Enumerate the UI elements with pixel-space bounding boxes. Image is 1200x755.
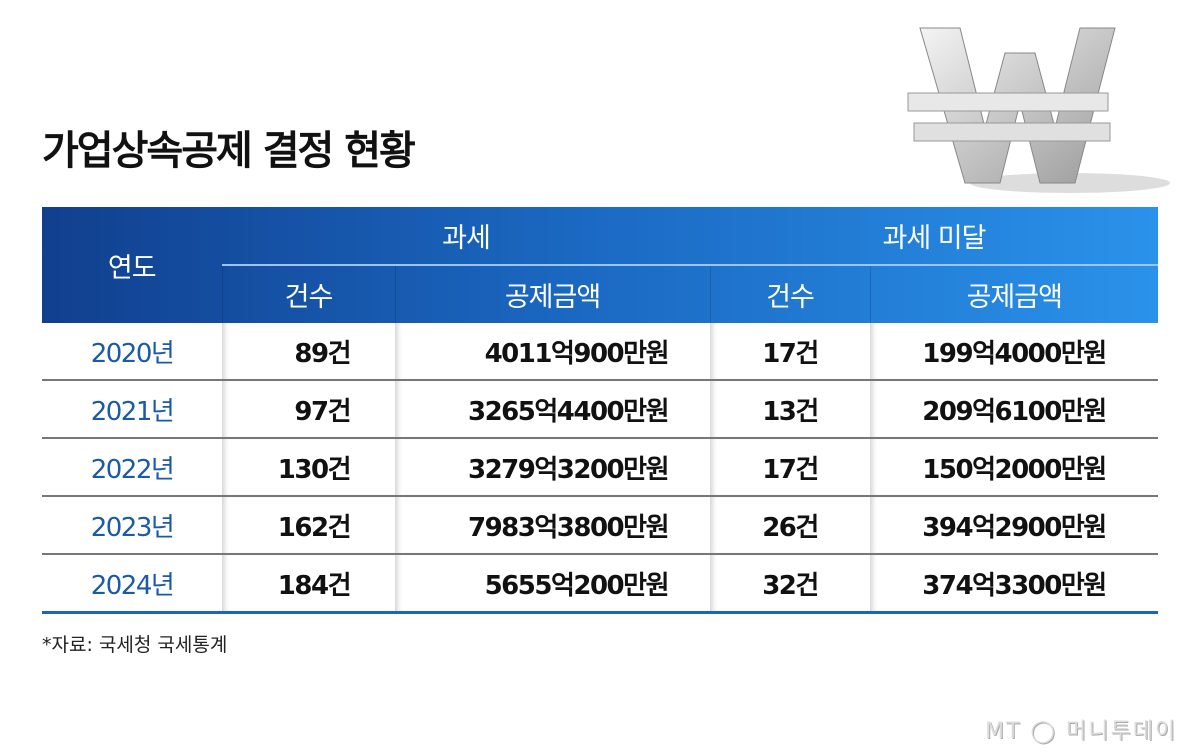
untaxed-amount-cell: 209억6100만원 [870, 380, 1159, 439]
taxed-amount-cell: 3265억4400만원 [395, 380, 710, 439]
year-cell: 2023년 [42, 496, 222, 555]
header-untaxed: 과세 미달 [710, 207, 1159, 266]
header-taxed-count: 건수 [221, 265, 395, 323]
header-untaxed-amount: 공제금액 [869, 265, 1159, 323]
untaxed-amount-cell: 394억2900만원 [870, 496, 1159, 555]
year-cell: 2020년 [42, 323, 222, 381]
page-title: 가업상속공제 결정 현황 [42, 128, 416, 174]
untaxed-count-cell: 13건 [710, 380, 870, 439]
table-row: 2024년 184건 5655억200만원 32건 374억3300만원 [42, 554, 1159, 614]
untaxed-count-cell: 32건 [710, 554, 870, 614]
untaxed-count-cell: 26건 [710, 496, 870, 555]
year-cell: 2022년 [42, 438, 222, 497]
untaxed-amount-cell: 199억4000만원 [870, 323, 1159, 381]
untaxed-count-cell: 17건 [710, 323, 870, 381]
data-table: 연도 과세 과세 미달 건수 공제금액 건수 공제금액 2020년 89건 4011… [42, 207, 1159, 614]
header-untaxed-count: 건수 [709, 265, 870, 323]
header-year: 연도 [107, 252, 157, 284]
taxed-count-cell: 162건 [222, 496, 395, 555]
taxed-amount-cell: 4011억900만원 [395, 323, 710, 381]
table-row: 2023년 162건 7983억3800만원 26건 394억2900만원 [42, 496, 1159, 555]
year-cell: 2021년 [42, 380, 222, 439]
table-row: 2021년 97건 3265억4400만원 13건 209억6100만원 [42, 380, 1159, 439]
taxed-count-cell: 184건 [222, 554, 395, 614]
year-cell: 2024년 [42, 554, 222, 614]
taxed-count-cell: 130건 [222, 438, 395, 497]
untaxed-amount-cell: 150억2000만원 [870, 438, 1159, 497]
taxed-count-cell: 89건 [222, 323, 395, 381]
source-note: *자료: 국세청 국세통계 [42, 634, 228, 656]
table-row: 2020년 89건 4011억900만원 17건 199억4000만원 [42, 323, 1159, 381]
taxed-amount-cell: 3279억3200만원 [395, 438, 710, 497]
won-symbol-icon [907, 27, 1170, 193]
untaxed-amount-cell: 374억3300만원 [870, 554, 1159, 614]
taxed-amount-cell: 7983억3800만원 [395, 496, 710, 555]
untaxed-count-cell: 17건 [710, 438, 870, 497]
header-taxed-amount: 공제금액 [394, 265, 710, 323]
publisher-logo: MT ◯ 머니투데이 [985, 719, 1178, 744]
header-taxed: 과세 [222, 207, 710, 266]
taxed-amount-cell: 5655억200만원 [395, 554, 710, 614]
taxed-count-cell: 97건 [222, 380, 395, 439]
table-row: 2022년 130건 3279억3200만원 17건 150억2000만원 [42, 438, 1159, 497]
